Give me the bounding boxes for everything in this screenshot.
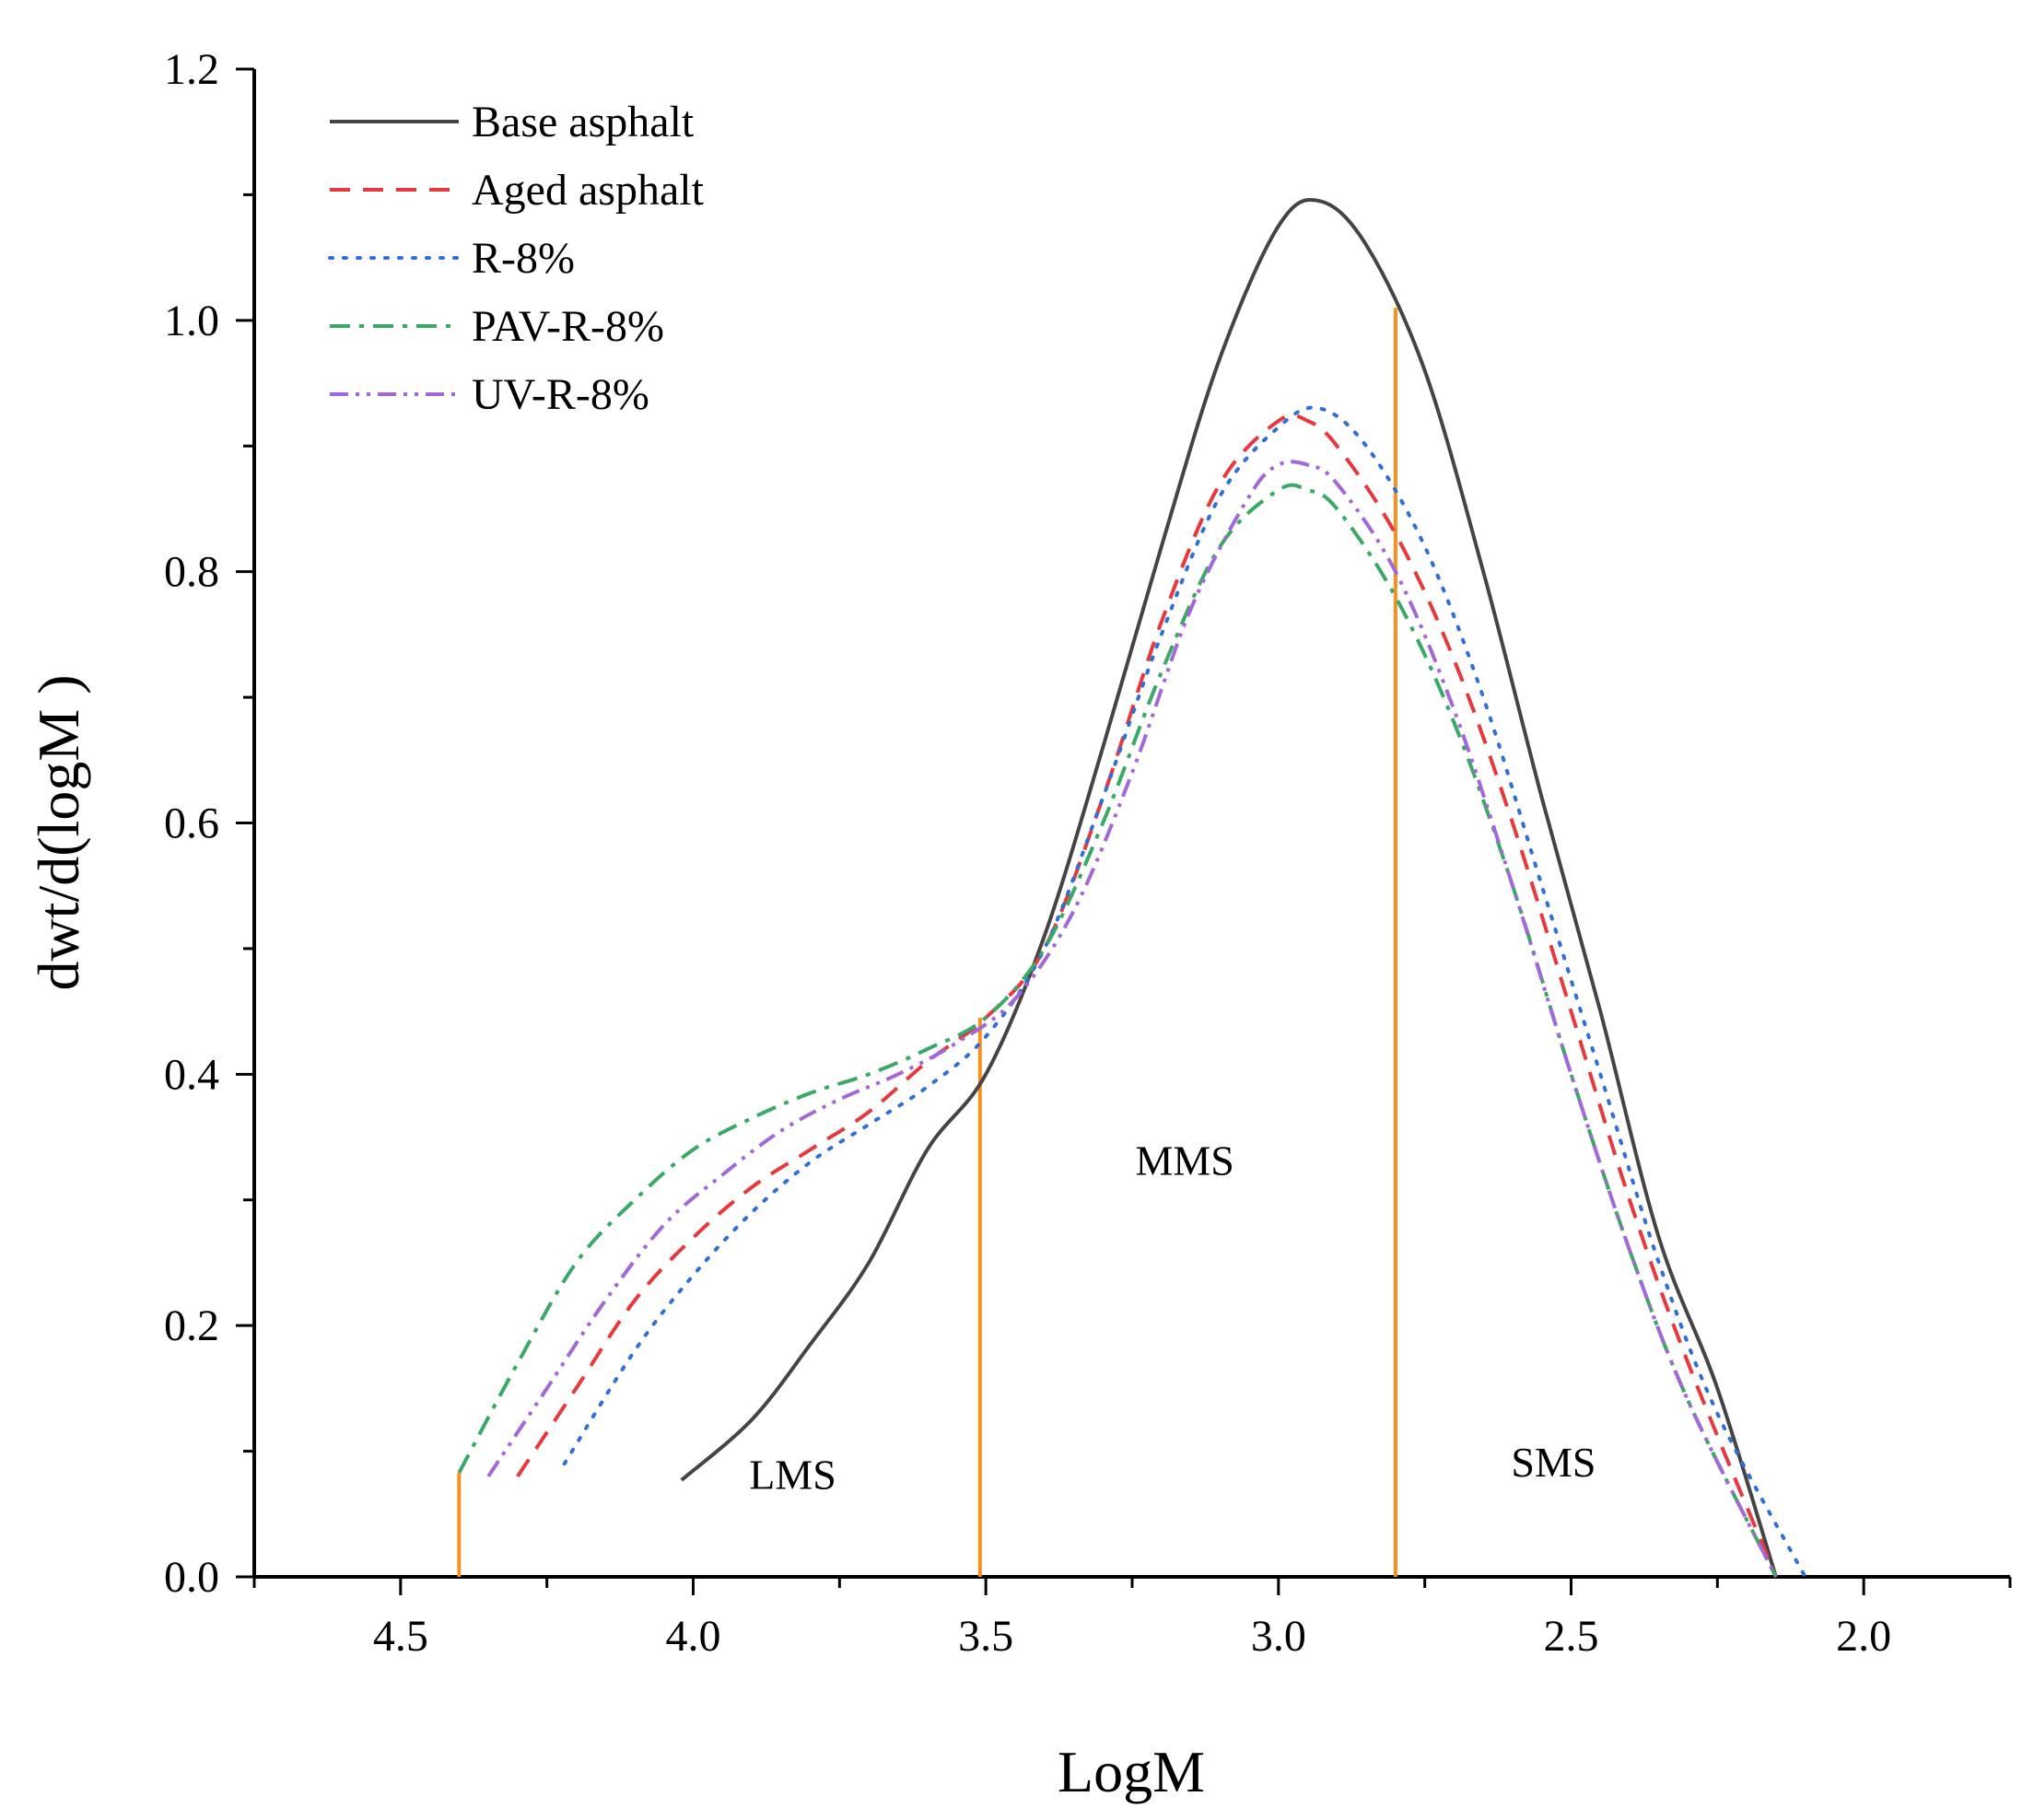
series-line-2 (516, 413, 1778, 1578)
region-labels: LMS MMS SMS (749, 1137, 1596, 1498)
legend: Base asphalt Aged asphalt R-8% PAV-R-8% UV-R… (328, 98, 705, 419)
y-tick-label: 0.4 (164, 1050, 219, 1099)
y-tick-label: 1.2 (164, 45, 219, 94)
x-tick-label: 3.0 (1251, 1612, 1306, 1661)
legend-label: R-8% (472, 234, 575, 283)
legend-label: PAV-R-8% (472, 302, 664, 351)
x-tick-label: 2.5 (1544, 1612, 1599, 1661)
region-label-lms: LMS (749, 1452, 836, 1499)
axes: 4.5 4.0 3.5 3.0 2.5 2.0 0.0 0.2 0.4 0.6 0.8 1.0 1.2 (164, 45, 2012, 1661)
legend-label: UV-R-8% (472, 370, 649, 419)
x-tick-label: 2.0 (1836, 1612, 1891, 1661)
y-axis-title: dwt/d(logM ) (26, 674, 91, 990)
series-line-4 (457, 483, 1778, 1578)
y-tick-label: 0.6 (164, 799, 219, 848)
series-line-5 (486, 460, 1778, 1578)
y-tick-label: 0.0 (164, 1553, 219, 1602)
y-tick-label: 1.0 (164, 297, 219, 345)
series-line-1 (680, 198, 1778, 1578)
x-axis-title: LogM (1058, 1739, 1205, 1804)
x-tick-label: 3.5 (958, 1612, 1013, 1661)
series-line-3 (562, 405, 1807, 1579)
y-tick-label: 0.8 (164, 548, 219, 597)
legend-label: Base asphalt (472, 98, 695, 146)
series-lines (457, 198, 1807, 1579)
region-label-sms: SMS (1511, 1439, 1596, 1486)
region-label-mms: MMS (1135, 1137, 1233, 1184)
legend-label: Aged asphalt (472, 166, 705, 215)
x-tick-label: 4.5 (373, 1612, 428, 1661)
y-tick-label: 0.2 (164, 1301, 219, 1350)
x-tick-label: 4.0 (666, 1612, 721, 1661)
region-boundaries (457, 308, 1397, 1577)
